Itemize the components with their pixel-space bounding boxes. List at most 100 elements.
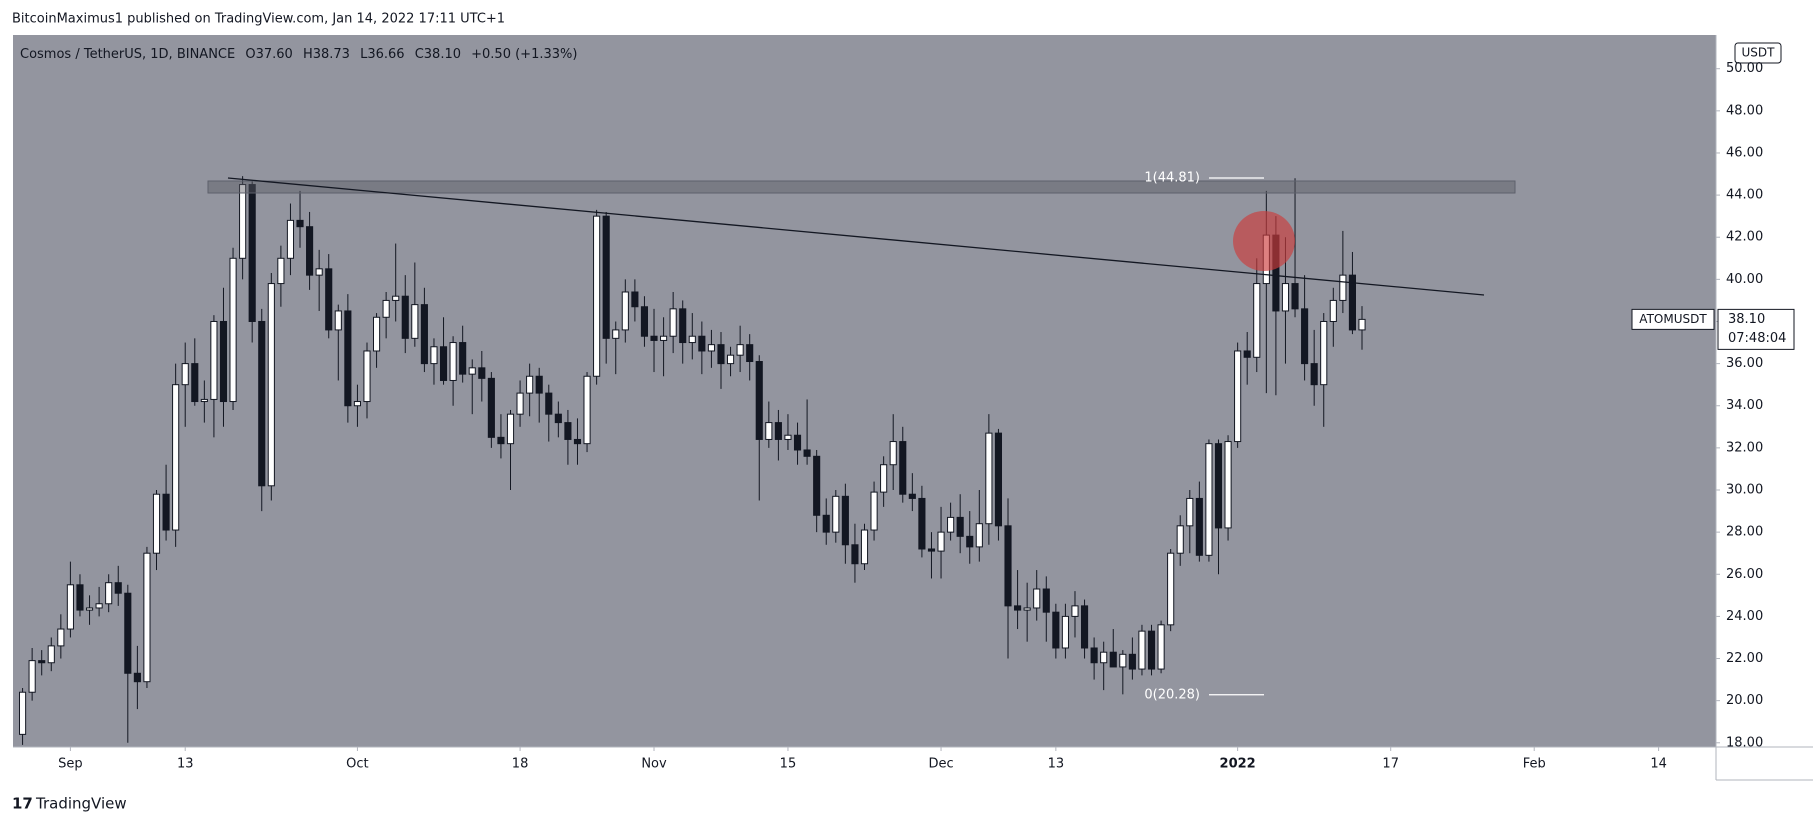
candle-body xyxy=(688,335,696,344)
candle-body xyxy=(927,548,936,552)
candle-body xyxy=(784,434,792,440)
candle-body xyxy=(765,422,773,440)
y-tick-label: 50.00 xyxy=(1726,61,1763,76)
candle-body xyxy=(1128,653,1136,670)
candle-body xyxy=(363,350,371,403)
overlay: 1(44.81) 0(20.28) ATOMUSDT xyxy=(1144,171,1715,702)
candle-body xyxy=(746,344,754,363)
symbol-header: Cosmos / TetherUS, 1D, BINANCE O37.60 H3… xyxy=(20,47,577,62)
candle-body xyxy=(401,295,409,339)
candle-body xyxy=(133,672,141,683)
candle-body xyxy=(57,628,65,647)
candle-body xyxy=(880,464,888,493)
candle-body xyxy=(650,335,658,341)
y-tick-label: 28.00 xyxy=(1726,525,1763,540)
x-tick-label: 13 xyxy=(177,757,194,772)
candle-body xyxy=(315,268,323,276)
candle-body xyxy=(1329,299,1337,322)
currency-badge[interactable] xyxy=(1734,42,1782,64)
candle-body xyxy=(344,310,352,407)
candle-body xyxy=(573,438,582,445)
candle-body xyxy=(1176,525,1184,554)
o-label: O xyxy=(245,47,255,62)
currency[interactable]: USDT xyxy=(1742,46,1776,60)
candle-body xyxy=(152,493,161,554)
candle-body xyxy=(899,441,907,495)
x-tick-label: Feb xyxy=(1523,757,1546,772)
candle-body xyxy=(1061,615,1069,649)
price-axis-price: 38.10 xyxy=(1728,312,1765,327)
y-tick-label: 42.00 xyxy=(1726,230,1763,245)
candle-body xyxy=(506,413,515,445)
candle-body xyxy=(449,342,457,381)
candle-body xyxy=(918,497,926,550)
change: +0.50 (+1.33%) xyxy=(471,47,577,62)
candle-body xyxy=(162,493,170,531)
candle-body xyxy=(1147,630,1156,670)
l-label: L xyxy=(360,47,368,62)
candle-body xyxy=(325,268,333,331)
candle-body xyxy=(353,401,361,407)
candle-body xyxy=(286,219,295,259)
candle-body xyxy=(258,320,266,487)
candle-body xyxy=(76,584,84,611)
candle-body xyxy=(1281,283,1290,312)
candle-body xyxy=(497,436,505,445)
candle-body xyxy=(707,344,715,352)
y-tick-label: 30.00 xyxy=(1726,483,1763,498)
candle-body xyxy=(114,582,122,594)
y-tick-label: 44.00 xyxy=(1726,188,1763,203)
publisher: BitcoinMaximus1 published on TradingView… xyxy=(12,12,505,27)
candle-body xyxy=(612,329,620,339)
resistance-zone xyxy=(207,180,1516,194)
candle-body xyxy=(1348,274,1356,331)
x-tick-label: 18 xyxy=(512,757,529,772)
candle-body xyxy=(38,660,46,664)
candle-body xyxy=(172,384,180,531)
candle-body xyxy=(296,219,304,228)
y-tick-label: 24.00 xyxy=(1726,609,1763,624)
candle-body xyxy=(985,432,993,525)
candle-body xyxy=(554,413,562,424)
candle-body xyxy=(793,434,802,451)
l-value: 36.66 xyxy=(367,47,404,62)
candle-body xyxy=(832,495,840,533)
candle-body xyxy=(841,495,849,546)
candle-body xyxy=(459,342,467,375)
candle-body xyxy=(1243,350,1251,358)
candle-body xyxy=(975,523,983,548)
marks xyxy=(19,176,1366,745)
candle-body xyxy=(870,491,878,531)
candle-body xyxy=(19,691,27,735)
fib-label: 1(44.81) xyxy=(1144,171,1200,186)
candle-body xyxy=(373,316,381,352)
candle-body xyxy=(717,344,725,365)
candle-body xyxy=(774,422,782,440)
candle-body xyxy=(487,377,495,438)
candle-body xyxy=(143,552,151,683)
candle-body xyxy=(267,283,275,487)
candle-body xyxy=(1042,588,1050,613)
candle-body xyxy=(631,291,639,308)
candle-body xyxy=(392,295,400,301)
x-tick-label: Dec xyxy=(928,757,953,772)
candle-body xyxy=(1320,320,1328,386)
candle-body xyxy=(736,344,744,356)
candle-body xyxy=(593,215,601,377)
candle-body xyxy=(1071,605,1079,617)
candle-body xyxy=(698,335,706,352)
x-tick-label: 13 xyxy=(1048,757,1065,772)
candle-body xyxy=(229,257,237,403)
candle-body xyxy=(1291,283,1299,310)
y-tick-label: 18.00 xyxy=(1726,735,1763,750)
candle-body xyxy=(277,257,285,285)
candle-body xyxy=(191,363,199,403)
candle-body xyxy=(994,432,1003,527)
o-value: 37.60 xyxy=(256,47,293,62)
candle-body xyxy=(1339,274,1347,301)
x-tick-label: Nov xyxy=(641,757,667,772)
candle-body xyxy=(1253,283,1261,358)
c-label: C xyxy=(415,47,424,62)
candle-body xyxy=(621,291,629,331)
